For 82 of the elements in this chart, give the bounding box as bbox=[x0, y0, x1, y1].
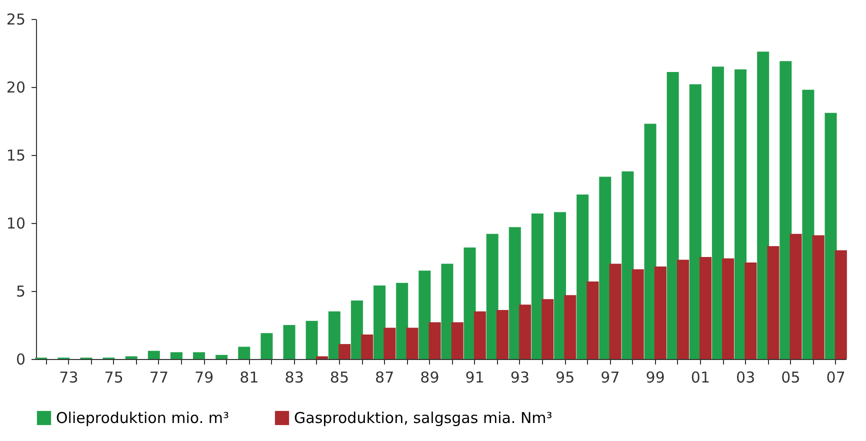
x-tick-label: 73 bbox=[59, 368, 78, 386]
x-tick-label: 95 bbox=[556, 368, 575, 386]
x-tick-label: 81 bbox=[240, 368, 259, 386]
bar bbox=[542, 299, 554, 359]
bar bbox=[676, 260, 689, 359]
bar bbox=[170, 352, 182, 359]
x-tick-label: 89 bbox=[420, 368, 440, 386]
bar bbox=[654, 266, 666, 359]
bar bbox=[384, 328, 396, 359]
legend-label: Gasproduktion, salgsgas mia. Nm³ bbox=[294, 409, 552, 427]
bar bbox=[428, 322, 441, 359]
bar bbox=[767, 246, 780, 359]
bar bbox=[418, 270, 431, 359]
bar bbox=[396, 282, 408, 359]
x-tick-label: 05 bbox=[781, 368, 800, 386]
y-tick-label: 25 bbox=[6, 10, 26, 28]
legend-label: Olieproduktion mio. m³ bbox=[56, 409, 229, 427]
x-tick-label: 77 bbox=[149, 368, 169, 386]
x-tick-label: 07 bbox=[826, 368, 846, 386]
bar bbox=[834, 250, 847, 359]
bar bbox=[216, 354, 228, 359]
x-tick-label: 01 bbox=[690, 368, 710, 386]
bar bbox=[666, 72, 679, 359]
bar bbox=[474, 311, 486, 359]
bar bbox=[599, 176, 612, 359]
x-tick-label: 99 bbox=[646, 368, 665, 386]
bar bbox=[734, 69, 747, 359]
bar bbox=[576, 194, 589, 359]
bar bbox=[722, 258, 734, 359]
bar bbox=[125, 356, 138, 359]
y-tick-label: 20 bbox=[6, 78, 26, 96]
bar bbox=[700, 257, 712, 359]
bar bbox=[441, 264, 454, 359]
y-tick-label: 5 bbox=[16, 282, 26, 300]
bar bbox=[780, 61, 792, 359]
y-tick-label: 10 bbox=[6, 214, 26, 232]
bar bbox=[564, 295, 576, 359]
bar bbox=[306, 320, 318, 359]
bar bbox=[622, 171, 634, 359]
bar bbox=[316, 356, 328, 359]
bar bbox=[350, 300, 363, 359]
x-tick-label: 75 bbox=[104, 368, 124, 386]
bar bbox=[283, 325, 296, 359]
x-tick-label: 83 bbox=[284, 368, 304, 386]
bar bbox=[486, 234, 498, 359]
bar bbox=[824, 112, 837, 359]
bar bbox=[519, 304, 532, 359]
bar bbox=[193, 352, 206, 359]
bar bbox=[609, 264, 622, 359]
bar bbox=[554, 212, 566, 359]
y-tick-label: 15 bbox=[6, 146, 26, 164]
bar bbox=[790, 234, 802, 359]
x-tick-label: 97 bbox=[600, 368, 620, 386]
bar bbox=[689, 84, 702, 359]
bar bbox=[757, 52, 770, 359]
bar bbox=[451, 322, 464, 359]
bar bbox=[586, 281, 599, 359]
bar bbox=[712, 66, 724, 359]
bar bbox=[464, 247, 476, 359]
bar bbox=[508, 227, 521, 359]
x-tick-label: 85 bbox=[330, 368, 350, 386]
x-tick-label: 93 bbox=[510, 368, 530, 386]
x-tick-label: 79 bbox=[194, 368, 214, 386]
bar bbox=[260, 333, 273, 359]
bar bbox=[406, 328, 418, 359]
x-tick-label: 87 bbox=[375, 368, 394, 386]
bar bbox=[812, 235, 824, 359]
bar bbox=[496, 310, 508, 359]
bar bbox=[744, 262, 757, 359]
x-tick-label: 03 bbox=[736, 368, 756, 386]
bar bbox=[374, 286, 386, 359]
bar bbox=[632, 269, 644, 359]
y-tick-label: 0 bbox=[16, 350, 26, 368]
bar bbox=[148, 350, 160, 359]
bar bbox=[361, 334, 374, 359]
x-tick-label: 91 bbox=[465, 368, 484, 386]
bar bbox=[802, 90, 814, 359]
bar bbox=[644, 124, 656, 359]
bar bbox=[328, 311, 340, 359]
bar bbox=[238, 346, 250, 359]
bar bbox=[338, 344, 351, 359]
bar bbox=[531, 213, 544, 359]
